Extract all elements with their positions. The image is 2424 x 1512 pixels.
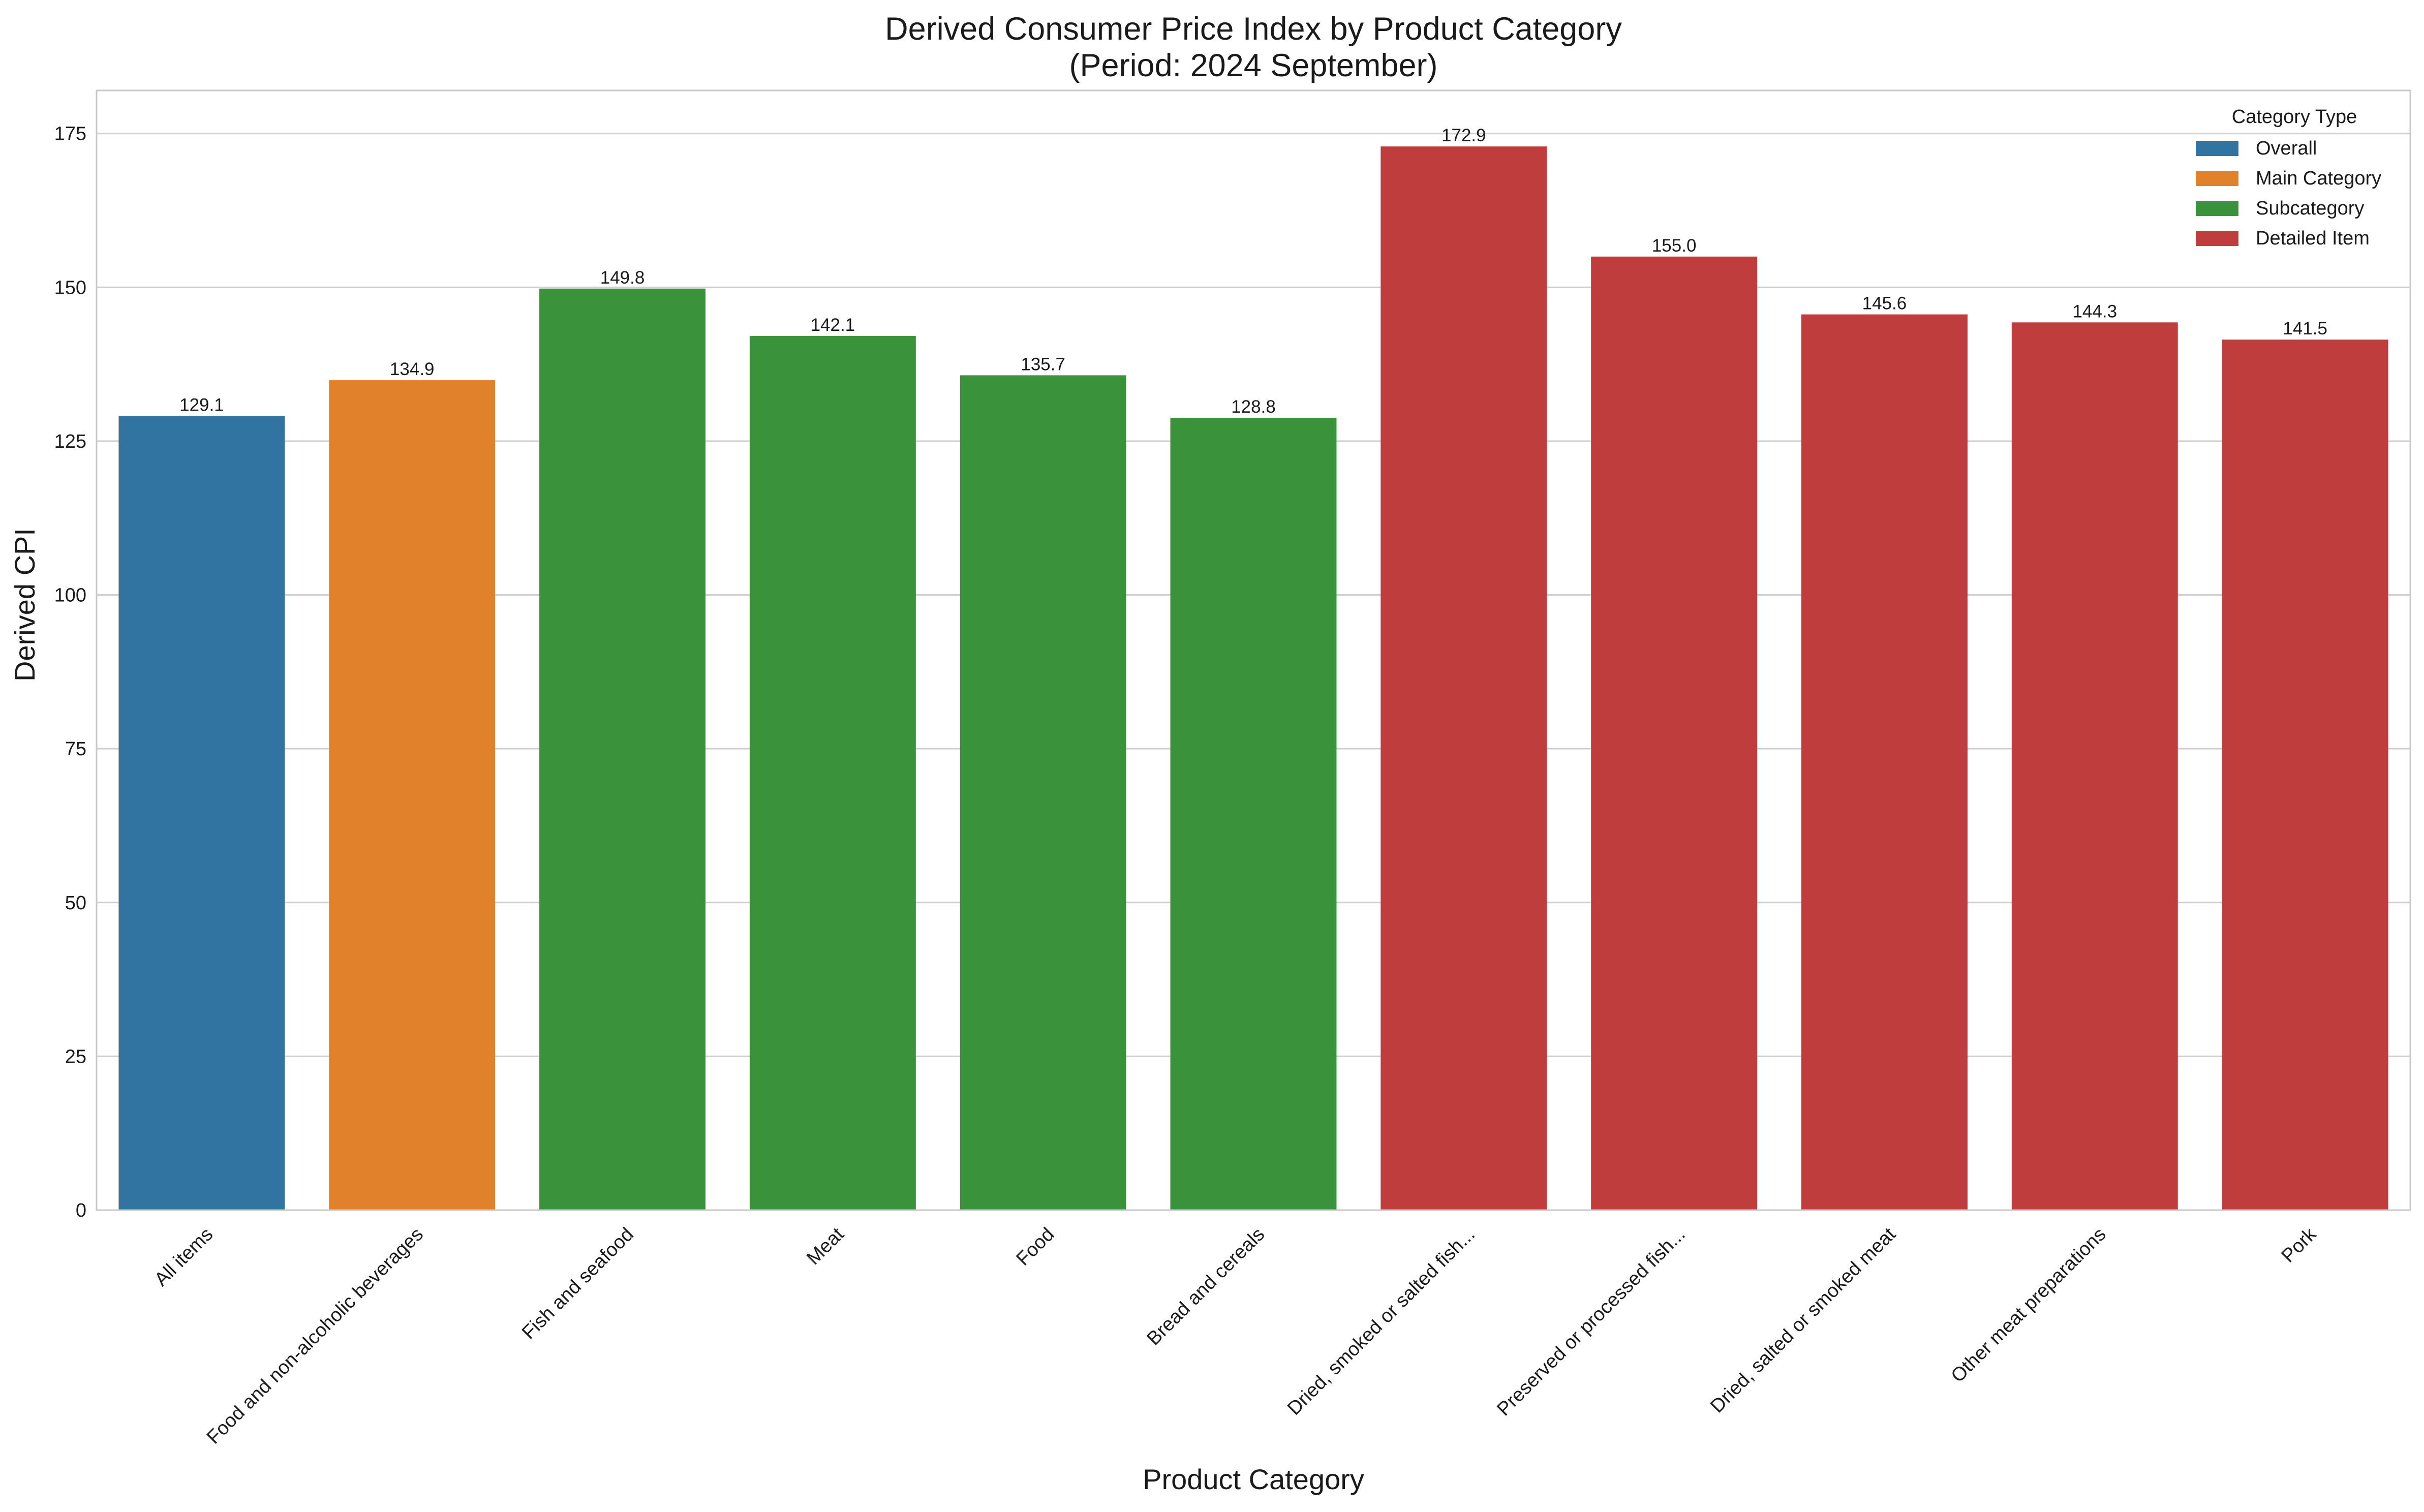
legend-swatch-1 [2196, 171, 2238, 186]
legend-entry-0: Overall [2256, 138, 2317, 159]
plot-frame [96, 89, 2411, 1211]
x-tick-label-0: All items [150, 1224, 217, 1290]
y-tick-label-1: 25 [65, 1046, 86, 1067]
data-label-8: 145.6 [1862, 294, 1907, 314]
x-tick-label-6: Dried, smoked or salted fish... [1283, 1224, 1479, 1420]
legend-swatch-3 [2196, 231, 2238, 246]
bar-3 [749, 335, 916, 1211]
data-label-9: 144.3 [2072, 301, 2117, 321]
data-label-5: 128.8 [1231, 397, 1276, 417]
bar-4 [960, 375, 1126, 1210]
legend-entry-1: Main Category [2256, 168, 2381, 189]
y-tick-label-2: 50 [65, 892, 86, 914]
x-tick-label-4: Food [1012, 1224, 1059, 1270]
x-tick-label-5: Bread and cereals [1143, 1224, 1269, 1350]
x-tick-label-7: Preserved or processed fish... [1493, 1224, 1690, 1421]
y-tick-label-7: 175 [54, 124, 86, 145]
x-axis-label: Product Category [1143, 1463, 1364, 1495]
legend-entry-2: Subcategory [2256, 198, 2364, 219]
y-tick-label-3: 75 [65, 738, 86, 760]
chart-title: Derived Consumer Price Index by Product … [885, 11, 1622, 47]
bar-0 [118, 416, 285, 1210]
bar-5 [1170, 417, 1337, 1210]
bar-7 [1591, 256, 1758, 1210]
y-tick-label-4: 100 [54, 585, 86, 606]
bar-2 [539, 288, 706, 1211]
bar-6 [1380, 146, 1547, 1211]
x-tick-label-10: Pork [2278, 1223, 2321, 1267]
bar-1 [329, 380, 496, 1211]
legend-swatch-2 [2196, 201, 2238, 216]
data-label-10: 141.5 [2283, 319, 2327, 338]
data-label-1: 134.9 [390, 359, 435, 379]
data-label-6: 172.9 [1441, 126, 1486, 145]
data-label-2: 149.8 [600, 268, 645, 288]
data-label-4: 135.7 [1021, 354, 1065, 374]
legend-title: Category Type [2232, 106, 2357, 128]
bar-9 [2011, 322, 2178, 1210]
x-tick-label-3: Meat [803, 1223, 848, 1269]
legend-entry-3: Detailed Item [2256, 228, 2370, 249]
bars [118, 146, 2388, 1211]
x-tick-label-9: Other meat preparations [1947, 1224, 2110, 1387]
legend: Category Type Overall Main Category Subcate… [2196, 106, 2381, 249]
x-tick-label-1: Food and non-alcoholic beverages [203, 1224, 427, 1448]
x-tick-label-2: Fish and seafood [518, 1224, 638, 1344]
data-labels: 129.1 134.9 149.8 142.1 135.7 128.8 172.9 155.0… [179, 126, 2327, 417]
y-tick-label-6: 150 [54, 277, 86, 298]
y-tick-label-0: 0 [76, 1200, 86, 1221]
bar-10 [2222, 340, 2388, 1210]
bar-8 [1801, 314, 1968, 1210]
data-label-3: 142.1 [811, 315, 855, 335]
x-tick-label-8: Dried, salted or smoked meat [1706, 1223, 1900, 1417]
y-axis-label: Derived CPI [9, 528, 41, 682]
data-label-7: 155.0 [1652, 236, 1697, 256]
chart-subtitle: (Period: 2024 September) [1069, 48, 1438, 83]
y-tick-label-5: 125 [54, 431, 86, 452]
data-label-0: 129.1 [179, 395, 224, 415]
legend-swatch-0 [2196, 141, 2238, 156]
